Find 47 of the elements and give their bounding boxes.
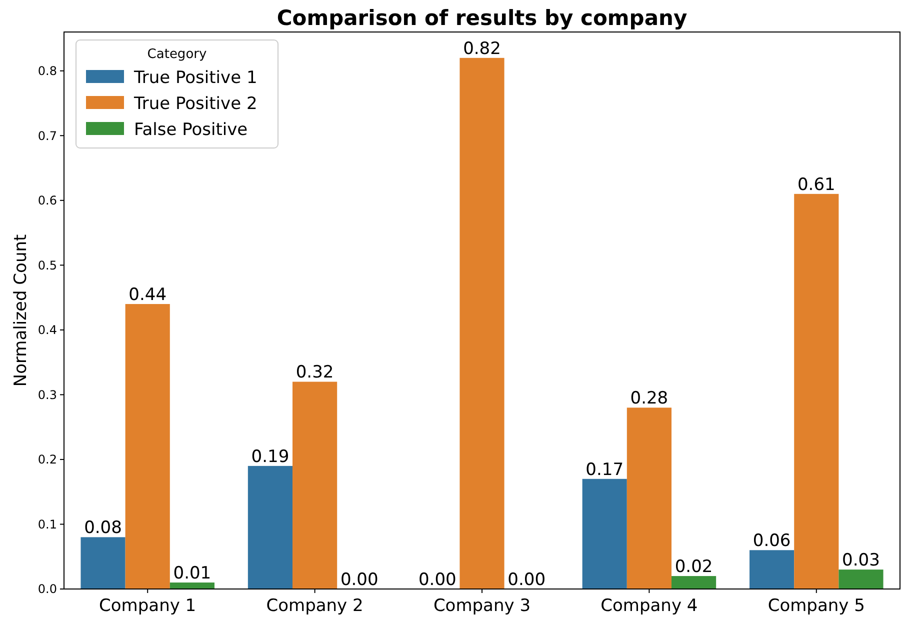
data-label: 0.03 [842,550,880,571]
bar [125,304,170,589]
legend-label: False Positive [134,120,248,140]
data-label: 0.82 [463,38,501,59]
data-label: 0.06 [752,531,791,552]
data-label: 0.32 [296,362,334,383]
x-tick-label: Company 2 [266,596,364,616]
data-label: 0.08 [84,518,122,538]
y-tick-label: 0.4 [38,323,57,338]
bar [292,382,338,589]
y-tick-label: 0.7 [38,128,57,143]
data-label: 0.00 [508,570,546,590]
y-tick-label: 0.1 [38,517,57,532]
data-label: 0.28 [630,388,668,409]
data-label: 0.01 [173,564,212,584]
data-label: 0.19 [251,446,290,467]
legend-label: True Positive 1 [133,68,258,88]
bar [838,570,884,589]
bar [750,550,794,589]
x-tick-label: Company 5 [768,596,865,616]
x-tick-label: Company 1 [99,596,196,616]
bar [626,408,672,589]
y-tick-label: 0.8 [38,64,57,78]
x-tick-label: Company 4 [600,596,698,616]
data-label: 0.44 [128,285,167,306]
y-tick-label: 0.2 [38,452,57,467]
bar [80,537,126,589]
data-label: 0.00 [340,570,378,590]
legend-title: Category [147,47,207,62]
bar [460,58,504,589]
legend-label: True Positive 2 [133,94,258,114]
bar [794,194,839,589]
x-tick-label: Company 3 [433,596,531,616]
data-label: 0.02 [674,557,713,578]
bar [582,478,627,589]
chart-title: Comparison of results by company [276,6,688,30]
data-label: 0.00 [418,570,456,590]
y-tick-label: 0.6 [38,194,57,208]
data-label: 0.17 [586,460,624,480]
y-axis-title: Normalized Count [11,234,31,387]
y-tick-label: 0.0 [38,582,57,596]
bar [671,576,716,589]
bar [248,466,293,589]
bar [170,582,214,589]
data-label: 0.61 [797,174,836,195]
y-tick-label: 0.5 [38,258,57,272]
y-tick-label: 0.3 [38,388,57,402]
